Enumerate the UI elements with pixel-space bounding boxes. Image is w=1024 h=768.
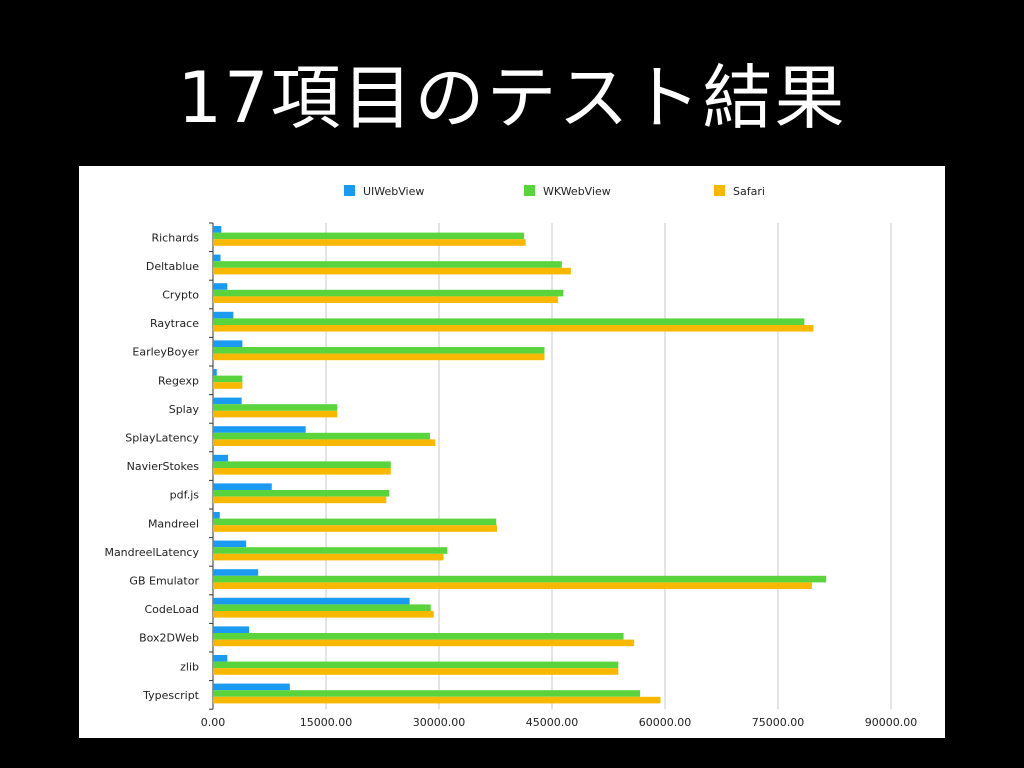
category-label: Crypto: [162, 289, 199, 302]
bar-safari: [213, 496, 387, 504]
category-label: Richards: [151, 231, 199, 244]
category-label: Mandreel: [148, 517, 199, 530]
bar-wkwebview: [213, 518, 497, 526]
bar-uiwebview: [213, 626, 250, 633]
bar-uiwebview: [213, 454, 229, 462]
legend-label: Safari: [733, 185, 765, 198]
category-label: MandreelLatency: [104, 546, 199, 559]
bar-uiwebview: [213, 483, 272, 490]
legend-swatch: [524, 185, 535, 196]
bar-uiwebview: [213, 426, 306, 433]
category-label: Raytrace: [150, 317, 199, 330]
category-label: pdf.js: [170, 489, 200, 502]
bar-wkwebview: [213, 375, 243, 383]
x-tick-label: 30000.00: [413, 716, 466, 729]
bar-uiwebview: [213, 369, 217, 376]
bar-uiwebview: [213, 597, 410, 605]
bar-safari: [213, 325, 814, 332]
slide-title: 17項目のテスト結果: [177, 57, 847, 139]
bar-uiwebview: [213, 254, 221, 262]
bar-safari: [213, 639, 635, 647]
bar-wkwebview: [213, 490, 390, 497]
legend-label: WKWebView: [543, 185, 611, 198]
chart-panel: Richards Deltablue Crypto Raytrace EarleyBoy…: [79, 166, 945, 738]
category-label: Regexp: [158, 374, 199, 387]
bar-safari: [213, 468, 391, 475]
legend-swatch: [714, 185, 725, 196]
x-tick-label: 45000.00: [526, 716, 579, 729]
bar-wkwebview: [213, 261, 562, 268]
bar-wkwebview: [213, 289, 564, 297]
bar-uiwebview: [213, 311, 234, 319]
bar-safari: [213, 382, 243, 389]
bar-chart: Richards Deltablue Crypto Raytrace EarleyBoy…: [104, 185, 918, 729]
bar-uiwebview: [213, 512, 220, 519]
category-label: Splay: [169, 403, 200, 416]
bar-safari: [213, 582, 812, 589]
bar-safari: [213, 353, 545, 361]
bar-uiwebview: [213, 283, 228, 290]
bar-safari: [213, 439, 436, 446]
bar-wkwebview: [213, 633, 624, 640]
category-label: Deltablue: [146, 260, 199, 273]
x-tick-label: 75000.00: [752, 716, 805, 729]
bar-wkwebview: [213, 661, 619, 669]
bar-wkwebview: [213, 347, 545, 354]
legend-label: UIWebView: [363, 185, 424, 198]
bar-uiwebview: [213, 340, 243, 347]
x-tick-label: 90000.00: [865, 716, 918, 729]
category-label: GB Emulator: [129, 575, 199, 588]
category-label: SplayLatency: [125, 432, 199, 445]
bar-safari: [213, 525, 498, 532]
bar-safari: [213, 668, 619, 675]
bar-wkwebview: [213, 432, 430, 440]
bar-safari: [213, 696, 661, 704]
bar-wkwebview: [213, 575, 827, 583]
bar-uiwebview: [213, 540, 247, 548]
bar-uiwebview: [213, 569, 259, 576]
bar-wkwebview: [213, 547, 448, 554]
x-tick-label: 0.00: [201, 716, 226, 729]
category-label: NavierStokes: [127, 460, 200, 473]
bar-wkwebview: [213, 232, 525, 240]
category-label: Typescript: [142, 689, 200, 702]
bar-safari: [213, 239, 526, 246]
bar-uiwebview: [213, 397, 242, 405]
bar-safari: [213, 267, 571, 275]
bar-safari: [213, 611, 434, 618]
bar-safari: [213, 296, 559, 303]
bar-uiwebview: [213, 655, 228, 662]
category-label: EarleyBoyer: [132, 346, 199, 359]
bar-wkwebview: [213, 461, 391, 468]
x-tick-label: 15000.00: [300, 716, 353, 729]
category-label: Box2DWeb: [139, 632, 199, 645]
category-label: CodeLoad: [144, 603, 199, 616]
bar-safari: [213, 553, 444, 561]
bar-wkwebview: [213, 318, 805, 325]
bar-uiwebview: [213, 226, 222, 233]
legend-swatch: [344, 185, 355, 196]
bar-safari: [213, 410, 338, 418]
bar-wkwebview: [213, 404, 338, 411]
category-label: zlib: [180, 660, 199, 673]
bar-wkwebview: [213, 604, 431, 611]
bar-wkwebview: [213, 690, 641, 697]
bar-uiwebview: [213, 683, 290, 691]
x-tick-label: 60000.00: [639, 716, 692, 729]
